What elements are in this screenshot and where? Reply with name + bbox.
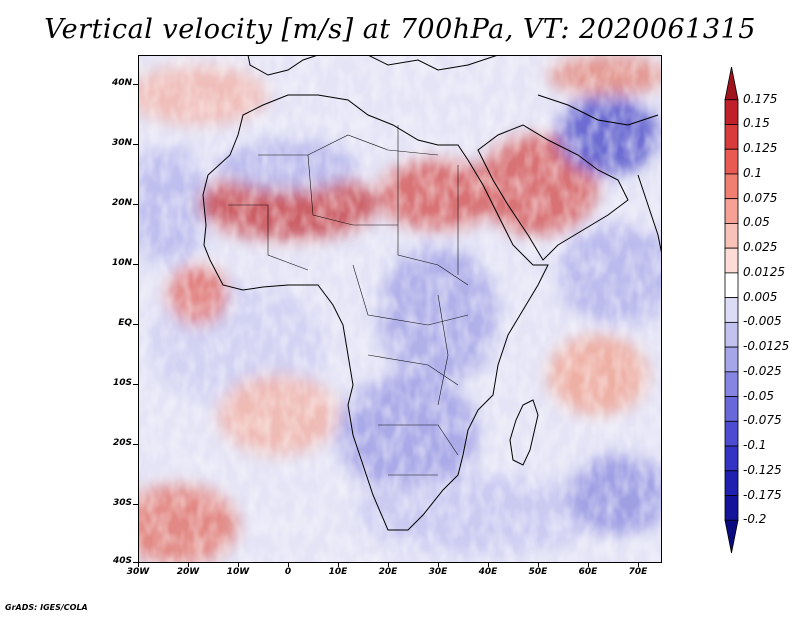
lat-tick	[133, 204, 138, 205]
lon-label: 10W	[226, 567, 250, 577]
colorbar-box	[724, 198, 739, 224]
colorbar-box	[724, 495, 739, 521]
lon-tick	[538, 562, 539, 567]
colorbar-label: -0.2	[743, 512, 767, 527]
lat-tick	[133, 562, 138, 563]
colorbar-box	[724, 519, 739, 554]
colorbar-label: 0.075	[743, 190, 778, 205]
lon-label: 30E	[428, 567, 448, 577]
lon-tick	[338, 562, 339, 567]
lon-label: 0	[284, 567, 292, 577]
country-borders	[228, 125, 469, 476]
colorbar-label: 0.05	[743, 215, 770, 230]
lon-tick	[288, 562, 289, 567]
field-texture	[138, 55, 662, 563]
lat-label: 40S	[112, 556, 132, 566]
coastlines	[202, 55, 662, 531]
lat-label: 20N	[111, 198, 132, 208]
lat-tick	[133, 84, 138, 85]
lat-tick	[133, 504, 138, 505]
colorbar-box	[724, 148, 739, 175]
colorbar-label: -0.1	[743, 438, 767, 453]
colorbar-box	[724, 346, 739, 373]
colorbar-box	[724, 470, 739, 496]
colorbar-label: -0.0125	[743, 339, 790, 354]
colorbar-box	[724, 445, 739, 472]
lat-tick	[133, 264, 138, 265]
lat-label: EQ	[118, 318, 132, 328]
colorbar-box	[724, 99, 739, 125]
colorbar-label: 0.125	[743, 141, 778, 156]
colorbar-box	[724, 272, 739, 299]
lon-label: 20W	[176, 567, 200, 577]
colorbar-box	[724, 173, 739, 200]
colorbar-label: -0.125	[743, 462, 782, 477]
lon-tick	[138, 562, 139, 567]
colorbar-label: 0.025	[743, 240, 778, 255]
lat-label: 10N	[111, 258, 132, 268]
lon-tick	[438, 562, 439, 567]
colorbar-box	[724, 396, 739, 422]
lon-label: 60E	[578, 567, 598, 577]
lon-tick	[238, 562, 239, 567]
lon-tick	[188, 562, 189, 567]
colorbar-label: 0.005	[743, 289, 778, 304]
colorbar-label: 0.175	[743, 91, 778, 106]
colorbar-label: 0.15	[743, 116, 770, 131]
lat-label: 10S	[112, 378, 132, 388]
lat-label: 40N	[111, 78, 132, 88]
colorbar-box	[724, 66, 739, 101]
colorbar-box	[724, 223, 739, 249]
footer-credit: GrADS: IGES/COLA	[5, 603, 88, 612]
colorbar-label: -0.175	[743, 487, 782, 502]
lon-tick	[588, 562, 589, 567]
lat-label: 30N	[111, 138, 132, 148]
colorbar-box	[724, 371, 739, 397]
lon-tick	[638, 562, 639, 567]
lon-label: 70E	[628, 567, 648, 577]
lon-label: 50E	[528, 567, 548, 577]
lon-tick	[388, 562, 389, 567]
colorbar-label: -0.005	[743, 314, 782, 329]
map-plot-area[interactable]	[138, 55, 662, 563]
lon-label: 40E	[478, 567, 498, 577]
colorbar-label: -0.025	[743, 363, 782, 378]
colorbar-box	[724, 297, 739, 323]
colorbar-box	[724, 124, 739, 150]
lon-label: 20E	[378, 567, 398, 577]
velocity-field	[138, 55, 662, 563]
lon-tick	[488, 562, 489, 567]
colorbar-box	[724, 420, 739, 447]
colorbar-label: 0.0125	[743, 264, 785, 279]
lat-tick	[133, 144, 138, 145]
map-title: Vertical velocity [m/s] at 700hPa, VT: 2…	[44, 14, 756, 45]
lon-label: 30W	[126, 567, 150, 577]
lat-tick	[133, 384, 138, 385]
colorbar-box	[724, 247, 739, 274]
colorbar-label: -0.05	[743, 388, 775, 403]
lat-tick	[133, 324, 138, 325]
colorbar-label: 0.1	[743, 165, 763, 180]
lat-tick	[133, 444, 138, 445]
lat-label: 20S	[112, 438, 132, 448]
colorbar-box	[724, 321, 739, 348]
colorbar-label: -0.075	[743, 413, 782, 428]
lon-label: 10E	[328, 567, 348, 577]
lat-label: 30S	[112, 498, 132, 508]
colorbar-boxes	[724, 66, 739, 554]
